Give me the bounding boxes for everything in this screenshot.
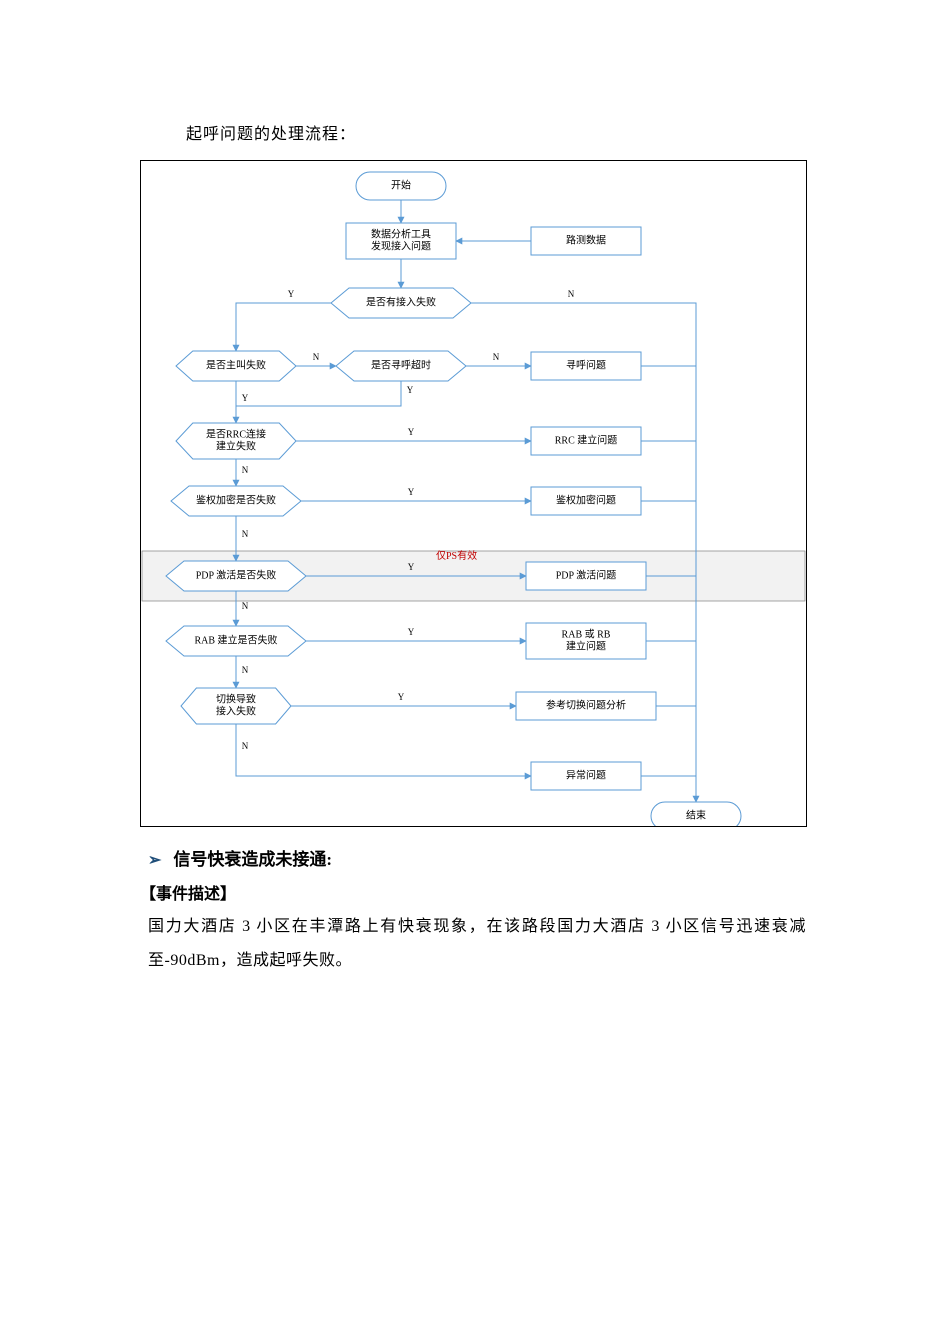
svg-text:PDP 激活是否失败: PDP 激活是否失败 — [196, 568, 276, 581]
svg-text:N: N — [242, 529, 249, 539]
svg-text:N: N — [242, 601, 249, 611]
svg-text:建立问题: 建立问题 — [566, 639, 606, 652]
svg-text:是否有接入失败: 是否有接入失败 — [366, 295, 436, 308]
bullet-text: 信号快衰造成未接通: — [173, 850, 332, 869]
bullet-arrow-icon: ➢ — [148, 852, 161, 869]
svg-text:Y: Y — [398, 692, 405, 702]
svg-text:是否RRC连接: 是否RRC连接 — [206, 427, 266, 440]
svg-text:异常问题: 异常问题 — [566, 768, 606, 781]
svg-text:Y: Y — [408, 427, 415, 437]
svg-text:N: N — [493, 352, 500, 362]
svg-text:接入失败: 接入失败 — [216, 704, 256, 717]
svg-text:路测数据: 路测数据 — [566, 233, 606, 246]
svg-text:鉴权加密是否失败: 鉴权加密是否失败 — [196, 493, 276, 506]
svg-text:发现接入问题: 发现接入问题 — [371, 239, 431, 252]
flowchart-svg: Y N N Y N Y Y N Y N Y N Y N Y N 开始数据分析工具发现接入问题 路测数据是否有接入失… — [141, 161, 806, 826]
svg-text:是否寻呼超时: 是否寻呼超时 — [371, 358, 431, 371]
svg-text:Y: Y — [407, 385, 414, 395]
svg-text:N: N — [242, 741, 249, 751]
svg-text:RRC 建立问题: RRC 建立问题 — [555, 433, 618, 446]
svg-text:N: N — [242, 465, 249, 475]
event-body: 国力大酒店 3 小区在丰潭路上有快衰现象，在该路段国力大酒店 3 小区信号迅速衰… — [148, 910, 806, 978]
event-heading: 【事件描述】 — [140, 880, 236, 904]
svg-text:寻呼问题: 寻呼问题 — [566, 358, 606, 371]
document-page: 起呼问题的处理流程： Y N N Y N Y Y N Y N Y N Y N Y N 开始数据分析工具发现接入问… — [0, 0, 945, 1337]
svg-text:建立失败: 建立失败 — [216, 439, 256, 452]
svg-text:N: N — [568, 289, 575, 299]
svg-text:Y: Y — [242, 393, 249, 403]
svg-text:RAB 或 RB: RAB 或 RB — [562, 628, 611, 640]
svg-text:开始: 开始 — [391, 178, 411, 191]
svg-text:数据分析工具: 数据分析工具 — [371, 227, 431, 240]
svg-text:仅PS有效: 仅PS有效 — [436, 549, 477, 562]
svg-text:Y: Y — [288, 289, 295, 299]
svg-text:N: N — [242, 665, 249, 675]
svg-text:是否主叫失败: 是否主叫失败 — [206, 358, 266, 371]
svg-text:切换导致: 切换导致 — [216, 692, 256, 705]
svg-text:结束: 结束 — [686, 808, 706, 821]
svg-text:鉴权加密问题: 鉴权加密问题 — [556, 493, 616, 506]
svg-text:PDP 激活问题: PDP 激活问题 — [556, 568, 616, 581]
svg-text:N: N — [313, 352, 320, 362]
svg-text:Y: Y — [408, 627, 415, 637]
svg-text:Y: Y — [408, 562, 415, 572]
svg-text:Y: Y — [408, 487, 415, 497]
svg-text:RAB 建立是否失败: RAB 建立是否失败 — [194, 633, 277, 646]
section-bullet: ➢ 信号快衰造成未接通: — [148, 845, 332, 870]
flowchart-frame: Y N N Y N Y Y N Y N Y N Y N Y N 开始数据分析工具发现接入问题 路测数据是否有接入失… — [140, 160, 807, 827]
intro-text: 起呼问题的处理流程： — [186, 120, 356, 144]
svg-text:参考切换问题分析: 参考切换问题分析 — [546, 698, 626, 711]
